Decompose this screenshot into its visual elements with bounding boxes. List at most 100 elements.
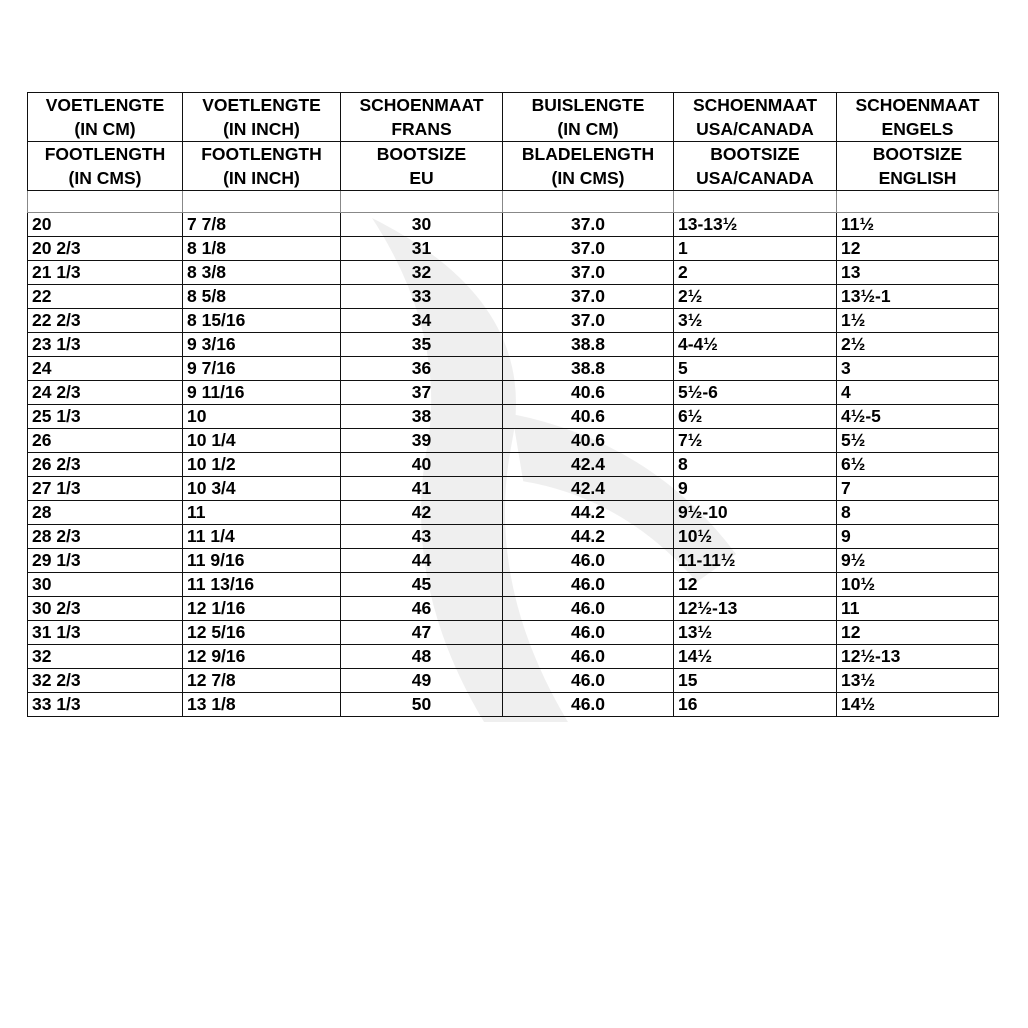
header-line: ENGELS: [881, 119, 954, 139]
table-row: 25 1/3 10 38 40.6 6½ 4½-5: [27, 404, 999, 429]
header-line: SCHOENMAAT: [692, 95, 818, 115]
cell-blade-length-cm: 40.6: [502, 404, 674, 429]
cell-blade-length-cm: 40.6: [502, 380, 674, 405]
cell-boot-size-eu: 40: [340, 452, 503, 477]
cell-boot-size-english: 1½: [836, 308, 999, 333]
header-boot-size-english: SCHOENMAAT ENGELS: [836, 92, 999, 142]
header-line: (IN INCH): [223, 168, 300, 188]
cell-boot-size-usa-canada: 15: [673, 668, 837, 693]
cell-boot-size-eu: 49: [340, 668, 503, 693]
header-line: FRANS: [391, 119, 452, 139]
table-row: 26 10 1/4 39 40.6 7½ 5½: [27, 428, 999, 453]
cell-blade-length-cm: 37.0: [502, 260, 674, 285]
header-boot-size-usa-canada: SCHOENMAAT USA/CANADA: [673, 92, 837, 142]
table-row: 29 1/3 11 9/16 44 46.0 11-11½ 9½: [27, 548, 999, 573]
cell-blade-length-cm: 38.8: [502, 356, 674, 381]
cell-blade-length-cm: 46.0: [502, 692, 674, 717]
cell-foot-length-cm: 27 1/3: [27, 476, 183, 501]
cell-blade-length-cm: 46.0: [502, 644, 674, 669]
cell-boot-size-eu: 31: [340, 236, 503, 261]
cell-boot-size-usa-canada: 6½: [673, 404, 837, 429]
cell-foot-length-inch: 12 5/16: [182, 620, 341, 645]
cell-boot-size-eu: 42: [340, 500, 503, 525]
cell-boot-size-english: 12: [836, 620, 999, 645]
cell-blade-length-cm: 37.0: [502, 308, 674, 333]
cell-foot-length-inch: 12 1/16: [182, 596, 341, 621]
header-boot-size-eu: SCHOENMAAT FRANS: [340, 92, 503, 142]
header-foot-length-inch: VOETLENGTE (IN INCH): [182, 92, 341, 142]
cell-foot-length-inch: 9 3/16: [182, 332, 341, 357]
cell-foot-length-inch: 9 7/16: [182, 356, 341, 381]
cell-boot-size-eu: 36: [340, 356, 503, 381]
header-line: (IN CM): [557, 119, 619, 139]
cell-boot-size-usa-canada: 12: [673, 572, 837, 597]
cell-foot-length-cm: 22: [27, 284, 183, 309]
cell-foot-length-inch: 12 9/16: [182, 644, 341, 669]
cell-foot-length-cm: 24 2/3: [27, 380, 183, 405]
cell-boot-size-eu: 44: [340, 548, 503, 573]
cell-blade-length-cm: 42.4: [502, 476, 674, 501]
cell-foot-length-inch: 12 7/8: [182, 668, 341, 693]
header-line: SCHOENMAAT: [359, 95, 484, 115]
cell-boot-size-eu: 50: [340, 692, 503, 717]
cell-foot-length-inch: 11 9/16: [182, 548, 341, 573]
header-line: BLADELENGTH: [521, 144, 655, 164]
header-line: USA/CANADA: [696, 119, 814, 139]
cell-foot-length-cm: 28: [27, 500, 183, 525]
cell-boot-size-english: 13½-1: [836, 284, 999, 309]
cell-blade-length-cm: 37.0: [502, 236, 674, 261]
blank-row: [27, 190, 999, 213]
header-line: VOETLENGTE: [202, 95, 321, 115]
cell-boot-size-usa-canada: 14½: [673, 644, 837, 669]
cell-boot-size-english: 11: [836, 596, 999, 621]
header-line: USA/CANADA: [696, 168, 814, 188]
header-boot-size-english: BOOTSIZE ENGLISH: [836, 141, 999, 191]
cell-blade-length-cm: 46.0: [502, 620, 674, 645]
cell-foot-length-inch: 11 1/4: [182, 524, 341, 549]
table-row: 21 1/3 8 3/8 32 37.0 2 13: [27, 260, 999, 285]
cell-boot-size-eu: 41: [340, 476, 503, 501]
cell-boot-size-usa-canada: 3½: [673, 308, 837, 333]
table-row: 20 7 7/8 30 37.0 13-13½ 11½: [27, 212, 999, 237]
cell-foot-length-inch: 10 3/4: [182, 476, 341, 501]
cell-foot-length-cm: 20: [27, 212, 183, 237]
table-row: 28 11 42 44.2 9½-10 8: [27, 500, 999, 525]
cell-foot-length-inch: 10 1/2: [182, 452, 341, 477]
empty-cell: [182, 190, 341, 213]
header-foot-length-inch: FOOTLENGTH (IN INCH): [182, 141, 341, 191]
header-boot-size-eu: BOOTSIZE EU: [340, 141, 503, 191]
table-row: 22 8 5/8 33 37.0 2½ 13½-1: [27, 284, 999, 309]
cell-boot-size-eu: 35: [340, 332, 503, 357]
cell-foot-length-cm: 26: [27, 428, 183, 453]
cell-foot-length-inch: 8 15/16: [182, 308, 341, 333]
table-row: 22 2/3 8 15/16 34 37.0 3½ 1½: [27, 308, 999, 333]
cell-boot-size-english: 12½-13: [836, 644, 999, 669]
cell-blade-length-cm: 40.6: [502, 428, 674, 453]
cell-boot-size-english: 14½: [836, 692, 999, 717]
cell-foot-length-cm: 26 2/3: [27, 452, 183, 477]
cell-boot-size-usa-canada: 12½-13: [673, 596, 837, 621]
cell-boot-size-usa-canada: 5½-6: [673, 380, 837, 405]
cell-boot-size-eu: 32: [340, 260, 503, 285]
cell-boot-size-usa-canada: 2: [673, 260, 837, 285]
cell-foot-length-cm: 33 1/3: [27, 692, 183, 717]
cell-boot-size-english: 9½: [836, 548, 999, 573]
table-row: 23 1/3 9 3/16 35 38.8 4-4½ 2½: [27, 332, 999, 357]
header-line: (IN CMS): [68, 168, 142, 188]
cell-boot-size-usa-canada: 9½-10: [673, 500, 837, 525]
cell-foot-length-cm: 25 1/3: [27, 404, 183, 429]
header-line: FOOTLENGTH: [44, 144, 166, 164]
cell-boot-size-eu: 46: [340, 596, 503, 621]
table-row: 33 1/3 13 1/8 50 46.0 16 14½: [27, 692, 999, 717]
header-row-english: FOOTLENGTH (IN CMS) FOOTLENGTH (IN INCH) BOO…: [27, 141, 999, 191]
cell-boot-size-eu: 38: [340, 404, 503, 429]
cell-boot-size-english: 7: [836, 476, 999, 501]
header-line: BOOTSIZE: [872, 144, 963, 164]
header-line: BOOTSIZE: [710, 144, 800, 164]
table-row: 30 2/3 12 1/16 46 46.0 12½-13 11: [27, 596, 999, 621]
header-line: BOOTSIZE: [376, 144, 467, 164]
cell-foot-length-inch: 9 11/16: [182, 380, 341, 405]
cell-boot-size-eu: 33: [340, 284, 503, 309]
empty-cell: [340, 190, 503, 213]
cell-boot-size-english: 6½: [836, 452, 999, 477]
